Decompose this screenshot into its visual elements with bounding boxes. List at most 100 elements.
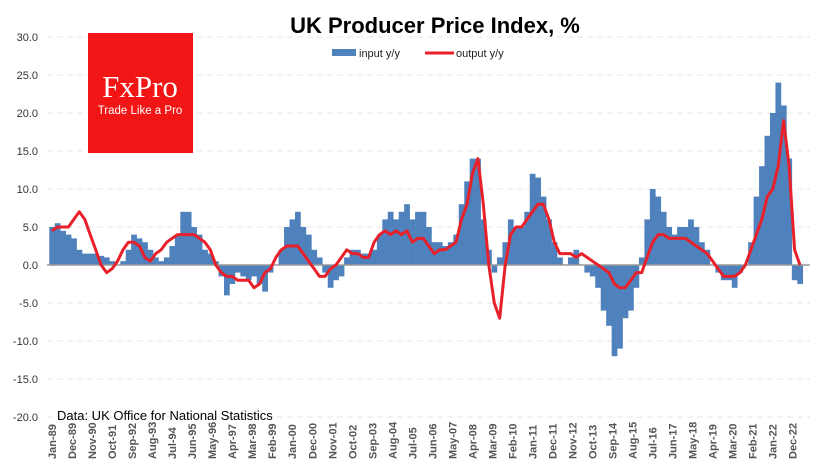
input-bar: [606, 265, 612, 326]
input-bar: [737, 265, 743, 273]
input-bar: [256, 265, 263, 284]
input-bar: [92, 253, 99, 265]
input-bar: [551, 242, 558, 265]
input-bar: [518, 227, 525, 265]
input-bar: [316, 257, 323, 265]
input-bar: [682, 227, 689, 265]
input-bar: [294, 211, 301, 265]
y-tick-label: 15.0: [17, 146, 38, 158]
x-tick-label: Jun-06: [427, 424, 439, 459]
input-bar: [240, 265, 247, 277]
input-bar: [142, 242, 148, 265]
x-tick-label: Mar-98: [247, 424, 259, 459]
input-bar: [589, 265, 596, 277]
input-bar: [513, 227, 520, 265]
input-bar: [398, 211, 405, 265]
input-bar: [622, 265, 629, 319]
input-bar: [109, 261, 116, 265]
x-tick-label: Sep-14: [608, 422, 620, 459]
input-bar: [87, 253, 94, 265]
x-tick-label: Jul-16: [648, 427, 660, 459]
input-bar: [496, 257, 503, 265]
x-tick-label: May-18: [688, 422, 700, 459]
input-bar: [207, 253, 214, 265]
input-bar: [338, 265, 345, 277]
y-tick-label: 0.0: [23, 260, 38, 272]
input-bar: [82, 253, 88, 265]
input-bar: [464, 181, 470, 265]
y-tick-label: 20.0: [17, 108, 38, 120]
input-bar: [480, 219, 487, 265]
input-bar: [169, 246, 176, 265]
input-bar: [98, 255, 105, 265]
x-tick-label: Jul-94: [167, 426, 179, 459]
input-bar: [780, 105, 787, 266]
y-tick-label: -15.0: [13, 374, 38, 386]
input-bar: [726, 265, 733, 281]
input-bar: [529, 173, 536, 265]
input-bar: [322, 265, 329, 273]
input-bar: [540, 196, 547, 265]
input-bar: [54, 223, 61, 265]
input-bar: [775, 82, 782, 265]
input-bar: [311, 249, 318, 265]
input-bar: [567, 257, 574, 265]
input-bar: [191, 227, 197, 265]
input-bar: [649, 189, 656, 265]
x-tick-label: Jan-00: [287, 424, 299, 459]
input-bar: [546, 219, 552, 265]
input-bar: [234, 265, 241, 273]
x-tick-label: Jun-17: [668, 424, 680, 459]
input-bar: [278, 249, 285, 265]
x-tick-label: Aug-93: [147, 422, 159, 459]
input-bar: [196, 234, 203, 265]
legend-label-input: input y/y: [359, 48, 400, 60]
input-bar: [153, 257, 159, 265]
input-bar: [584, 265, 591, 273]
x-tick-label: Nov-12: [568, 422, 580, 459]
input-bar: [600, 265, 607, 311]
x-tick-label: Sep-92: [127, 423, 139, 459]
input-bar: [628, 265, 634, 311]
input-bar: [76, 249, 83, 265]
x-tick-label: Mar-09: [487, 424, 499, 459]
input-bar: [475, 158, 481, 265]
input-bar: [202, 249, 208, 265]
input-bar: [655, 196, 662, 265]
input-bar: [699, 242, 705, 265]
legend-label-output: output y/y: [456, 48, 504, 60]
input-bar: [404, 204, 410, 265]
input-bar: [644, 219, 651, 265]
input-bar: [376, 234, 383, 265]
input-bar: [704, 249, 711, 265]
y-axis: 30.0 25.0 20.0 15.0 10.0 5.0 0.0 -5.0 -10.0 -15.0…: [13, 32, 38, 424]
input-bar: [617, 265, 623, 349]
input-bar: [147, 249, 154, 265]
input-bar: [507, 219, 514, 265]
input-bar: [371, 249, 378, 265]
input-bar: [447, 242, 454, 265]
y-tick-label: -5.0: [19, 298, 38, 310]
input-bar: [382, 219, 389, 265]
input-bar: [677, 227, 683, 265]
y-tick-label: 5.0: [23, 222, 38, 234]
x-axis: Jan-89 Dec-89 Nov-90 Oct-91 Sep-92 Aug-93 Jul-…: [47, 421, 800, 459]
x-tick-label: Mar-20: [728, 424, 740, 459]
input-bar: [355, 249, 361, 265]
input-bar: [103, 257, 110, 265]
input-bar: [671, 234, 678, 265]
logo-brand: FxPro: [102, 69, 178, 104]
input-bar: [633, 265, 640, 288]
input-bar: [327, 265, 334, 288]
input-bar: [387, 211, 394, 265]
input-bar: [180, 211, 187, 265]
y-tick-label: -10.0: [13, 336, 38, 348]
input-bar: [163, 257, 170, 265]
output-line: [51, 119, 802, 320]
y-tick-label: 25.0: [17, 70, 38, 82]
input-bar: [305, 234, 312, 265]
input-bar: [300, 227, 307, 265]
input-bar: [251, 265, 258, 277]
input-bar: [666, 227, 673, 265]
